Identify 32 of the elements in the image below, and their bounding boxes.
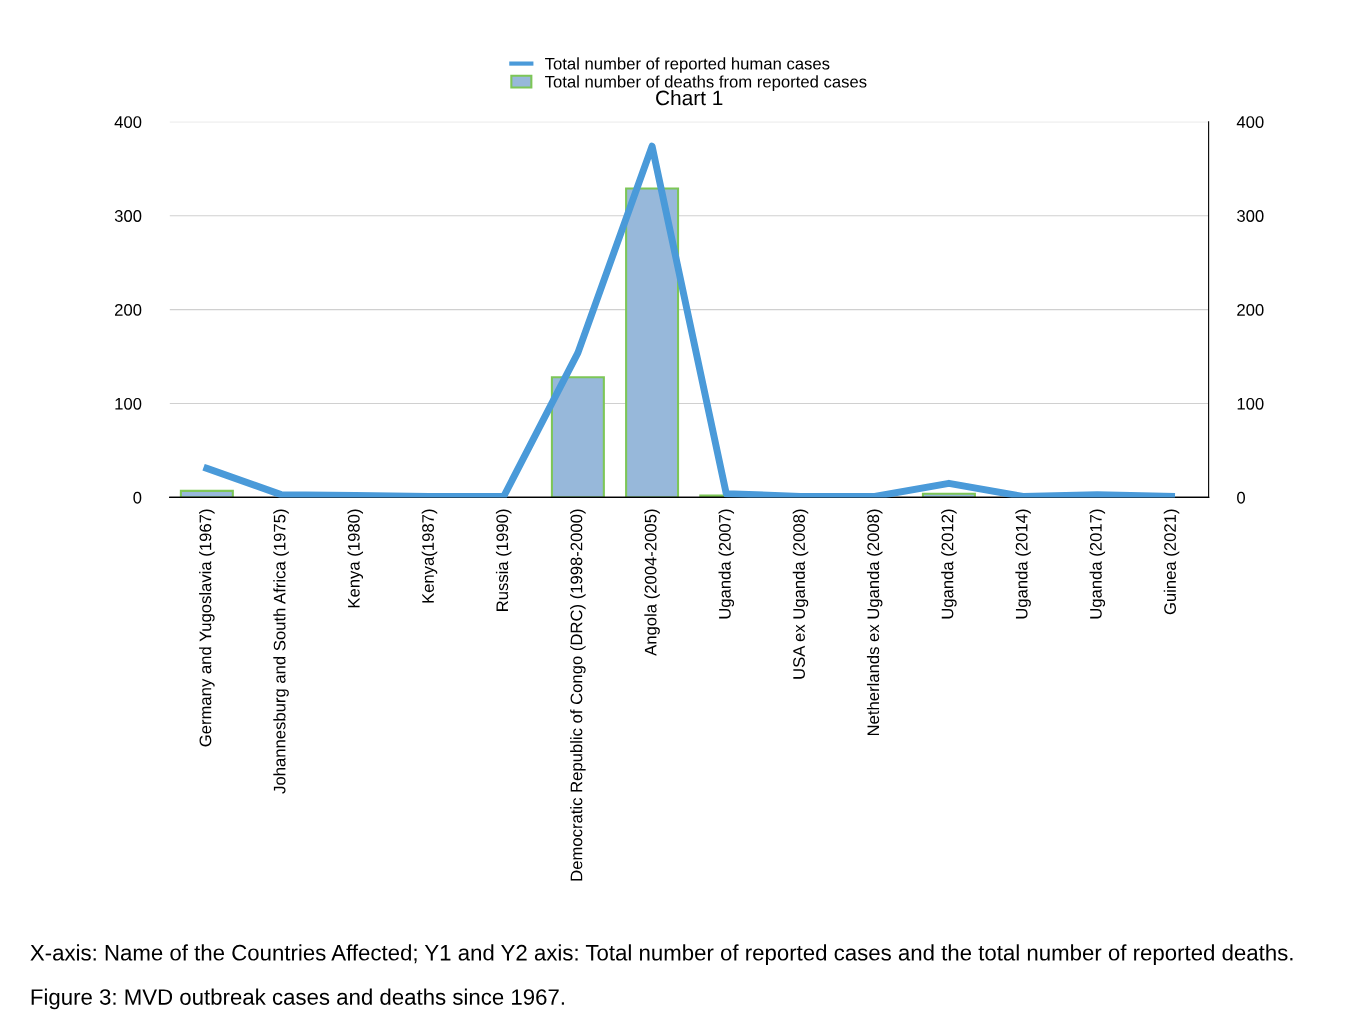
x-tick-label: Kenya(1987) bbox=[421, 509, 438, 603]
y-tick-label: 0 bbox=[133, 491, 142, 504]
x-tick-label: USA ex Uganda (2008) bbox=[792, 509, 809, 679]
x-tick-label: Germany and Yugoslavia (1967) bbox=[199, 509, 215, 747]
x-tick-label: Uganda (2007) bbox=[718, 509, 735, 619]
x-tick-label: Uganda (2017) bbox=[1089, 509, 1106, 619]
x-tick-label: Russia (1990) bbox=[495, 509, 512, 611]
text: X-axis: Name of the Countries Affected; Y1 and Y2 axis: Total number of reported cases and the total number of reported deaths. bbox=[30, 944, 1293, 965]
x-tick-label: Kenya (1980) bbox=[347, 509, 364, 608]
legend-label: Total number of reported human cases bbox=[545, 57, 830, 73]
x-tick-label: Democratic Republic of Congo (DRC) (1998-2000) bbox=[570, 509, 586, 881]
y2-tick-label: 300 bbox=[1237, 210, 1264, 222]
y2-tick-label: 100 bbox=[1237, 397, 1264, 410]
chart-title: Chart 1 bbox=[656, 90, 723, 106]
legend-label: Total number of deaths from reported cases bbox=[545, 75, 867, 91]
y-tick-label: 100 bbox=[115, 397, 142, 410]
x-tick-label: Angola (2004-2005) bbox=[644, 509, 660, 656]
bar bbox=[179, 489, 234, 498]
y-tick-label: 300 bbox=[114, 210, 142, 222]
x-tick-label: Johannesburg and South Africa (1975) bbox=[273, 509, 289, 794]
y2-tick-label: 0 bbox=[1237, 491, 1246, 504]
x-tick-label: Guinea (2021) bbox=[1163, 509, 1180, 615]
y-tick-label: 400 bbox=[114, 116, 142, 128]
bar bbox=[550, 376, 605, 498]
caption: Figure 3: MVD outbreak cases and deaths since 1967. bbox=[31, 988, 564, 1010]
x-tick-label: Uganda (2014) bbox=[1015, 509, 1031, 619]
x-tick-label: Netherlands ex Uganda (2008) bbox=[866, 509, 883, 736]
y-tick-label: 200 bbox=[115, 304, 142, 316]
x-tick-label: Uganda (2012) bbox=[941, 509, 957, 619]
bar bbox=[625, 187, 680, 498]
y2-tick-label: 400 bbox=[1236, 116, 1264, 128]
y2-tick-label: 200 bbox=[1237, 304, 1264, 316]
